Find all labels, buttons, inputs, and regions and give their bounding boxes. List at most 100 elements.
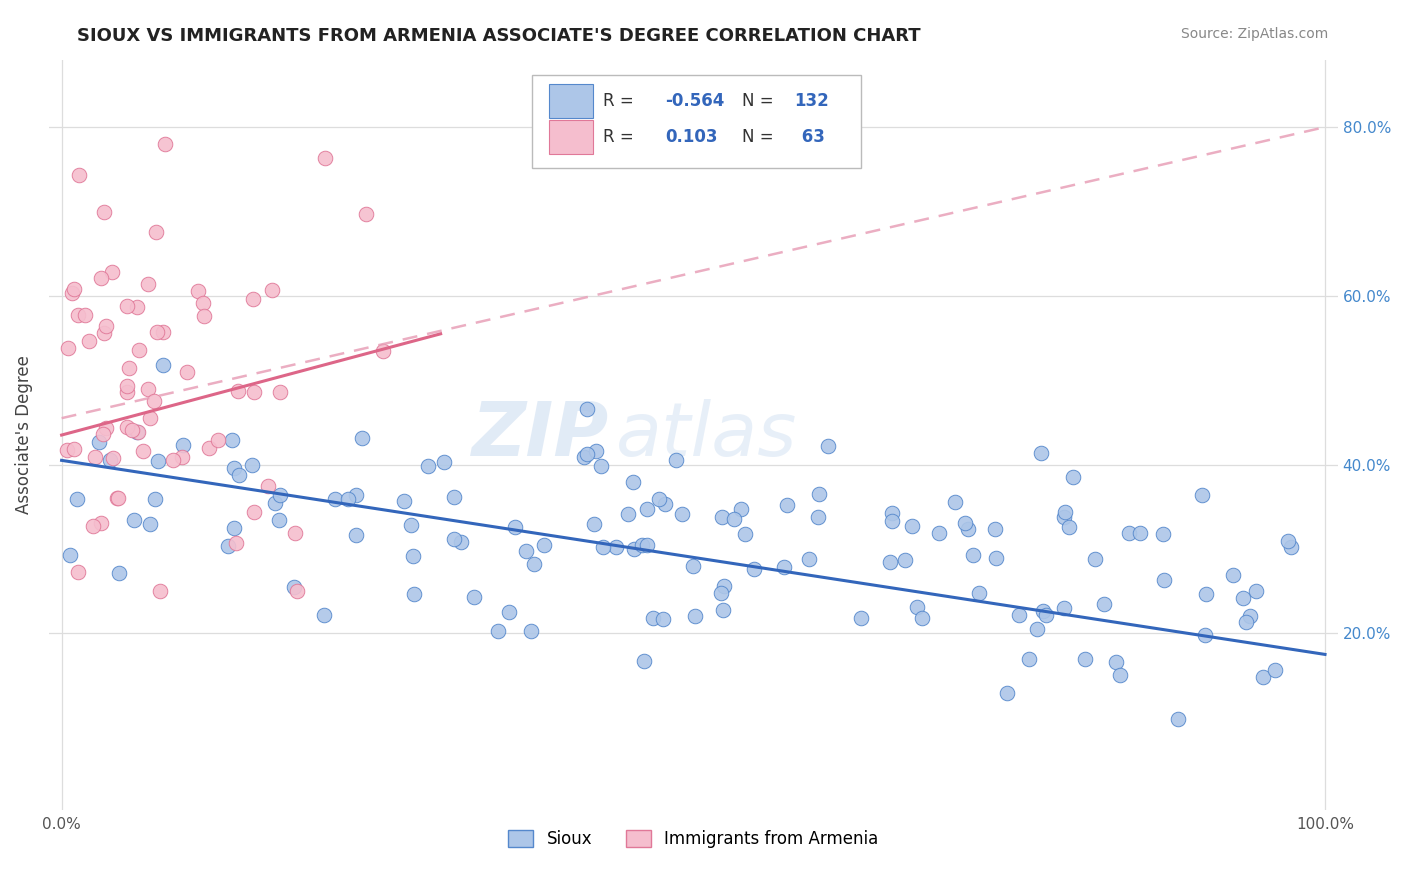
- Point: [817, 440, 839, 454]
- Point: [433, 455, 456, 469]
- Point: [105, 491, 128, 506]
- Point: [93, 326, 115, 340]
- Point: [647, 492, 669, 507]
- Point: [176, 366, 198, 380]
- Point: [243, 385, 266, 400]
- Point: [1264, 663, 1286, 677]
- Point: [463, 591, 485, 605]
- Point: [93, 427, 115, 442]
- Point: [124, 513, 146, 527]
- Point: [187, 285, 209, 299]
- Point: [1167, 712, 1189, 726]
- Point: [115, 420, 138, 434]
- FancyBboxPatch shape: [533, 75, 860, 169]
- Text: N =: N =: [742, 92, 779, 110]
- Point: [1153, 573, 1175, 587]
- Point: [1152, 526, 1174, 541]
- Point: [152, 358, 174, 372]
- Point: [683, 609, 706, 624]
- Point: [808, 487, 831, 501]
- Point: [98, 453, 121, 467]
- Point: [207, 433, 229, 447]
- Point: [399, 518, 422, 533]
- Point: [1035, 608, 1057, 623]
- Point: [56, 341, 79, 355]
- Point: [224, 461, 246, 475]
- Point: [575, 401, 598, 416]
- Point: [1279, 540, 1302, 554]
- Point: [1053, 505, 1076, 519]
- Point: [730, 502, 752, 516]
- Point: [121, 424, 143, 438]
- Point: [1251, 670, 1274, 684]
- Point: [191, 296, 214, 310]
- Point: [344, 488, 367, 502]
- Point: [1109, 668, 1132, 682]
- Point: [139, 517, 162, 532]
- Point: [73, 308, 96, 322]
- Point: [125, 300, 148, 314]
- Point: [136, 277, 159, 291]
- Point: [711, 603, 734, 617]
- Point: [170, 450, 193, 464]
- Text: Source: ZipAtlas.com: Source: ZipAtlas.com: [1181, 27, 1329, 41]
- Point: [1008, 608, 1031, 623]
- Point: [115, 379, 138, 393]
- Point: [127, 425, 149, 439]
- Point: [664, 453, 686, 467]
- Point: [851, 611, 873, 625]
- Point: [734, 527, 756, 541]
- Point: [222, 521, 245, 535]
- Point: [995, 686, 1018, 700]
- Point: [1031, 446, 1053, 460]
- Point: [893, 552, 915, 566]
- Point: [605, 541, 627, 555]
- Point: [83, 450, 105, 464]
- Text: R =: R =: [603, 92, 640, 110]
- FancyBboxPatch shape: [548, 120, 593, 154]
- Point: [337, 491, 360, 506]
- Point: [776, 499, 799, 513]
- Point: [146, 453, 169, 467]
- Point: [392, 494, 415, 508]
- Point: [198, 441, 221, 455]
- Point: [145, 225, 167, 239]
- Point: [901, 519, 924, 533]
- Point: [879, 556, 901, 570]
- Point: [880, 506, 903, 520]
- Point: [1084, 552, 1107, 566]
- Text: -0.564: -0.564: [665, 92, 724, 110]
- FancyBboxPatch shape: [548, 84, 593, 118]
- Text: 132: 132: [794, 92, 828, 110]
- Point: [1191, 488, 1213, 502]
- Point: [82, 519, 104, 533]
- Point: [984, 522, 1007, 536]
- Point: [93, 204, 115, 219]
- Point: [128, 343, 150, 357]
- Point: [101, 265, 124, 279]
- Point: [962, 548, 984, 562]
- Text: atlas: atlas: [616, 399, 797, 471]
- Point: [66, 308, 89, 322]
- Point: [59, 548, 82, 562]
- Legend: Sioux, Immigrants from Armenia: Sioux, Immigrants from Armenia: [502, 823, 884, 855]
- Point: [1053, 510, 1076, 524]
- Point: [956, 522, 979, 536]
- Point: [146, 326, 169, 340]
- Text: 0.103: 0.103: [665, 128, 717, 146]
- Point: [984, 550, 1007, 565]
- Point: [443, 490, 465, 504]
- Point: [101, 451, 124, 466]
- Point: [450, 535, 472, 549]
- Point: [314, 151, 336, 165]
- Point: [350, 431, 373, 445]
- Point: [240, 458, 263, 472]
- Point: [1118, 525, 1140, 540]
- Point: [1053, 600, 1076, 615]
- Point: [503, 520, 526, 534]
- Point: [636, 501, 658, 516]
- Point: [138, 382, 160, 396]
- Point: [591, 458, 613, 473]
- Point: [928, 525, 950, 540]
- Point: [284, 525, 307, 540]
